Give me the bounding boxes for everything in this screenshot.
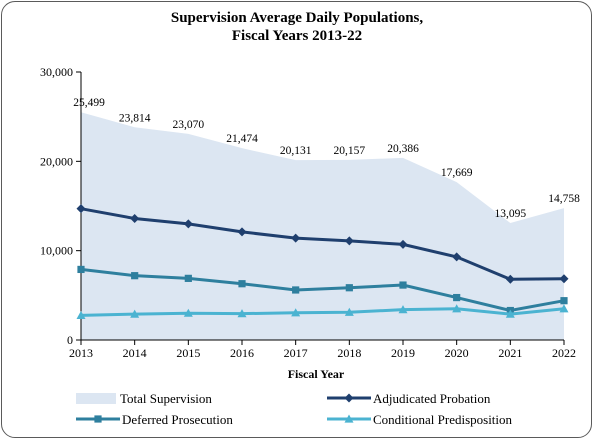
point-deferred-prosecution	[292, 286, 300, 294]
point-deferred-prosecution	[560, 297, 568, 305]
line-adjudicated-probation	[80, 207, 565, 281]
point-conditional-predisposition	[452, 304, 462, 313]
data-label-total-supervision: 21,474	[226, 133, 258, 145]
data-label-total-supervision: 13,095	[495, 208, 527, 220]
point-adjudicated-probation	[76, 204, 86, 214]
point-conditional-predisposition	[344, 307, 354, 316]
x-tick-label: 2017	[284, 346, 308, 360]
x-tick-label: 2013	[69, 346, 93, 360]
point-adjudicated-probation	[130, 214, 140, 224]
x-tick-label: 2022	[552, 346, 576, 360]
x-tick-label: 2018	[337, 346, 361, 360]
point-adjudicated-probation	[505, 274, 515, 284]
legend-marker-conditional-predisposition	[344, 414, 354, 423]
point-conditional-predisposition	[559, 304, 569, 313]
point-adjudicated-probation	[183, 219, 193, 229]
legend-label-total-supervision: Total Supervision	[120, 391, 212, 406]
y-tick-label: 10,000	[40, 244, 73, 258]
point-deferred-prosecution	[238, 280, 246, 288]
point-adjudicated-probation	[291, 233, 301, 243]
point-conditional-predisposition	[505, 309, 515, 318]
point-conditional-predisposition	[130, 309, 140, 318]
point-conditional-predisposition	[291, 308, 301, 317]
x-tick-label: 2020	[445, 346, 469, 360]
data-label-total-supervision: 20,131	[280, 145, 312, 157]
line-conditional-predisposition	[80, 307, 565, 317]
point-conditional-predisposition	[398, 305, 408, 314]
point-adjudicated-probation	[344, 236, 354, 246]
x-tick-label: 2016	[230, 346, 254, 360]
legend-label-conditional-predisposition: Conditional Predisposition	[373, 412, 513, 427]
legend-label-adjudicated-probation: Adjudicated Probation	[373, 391, 491, 406]
x-tick-label: 2019	[391, 346, 415, 360]
x-axis-title: Fiscal Year	[288, 367, 345, 381]
point-deferred-prosecution	[399, 281, 407, 289]
data-label-total-supervision: 17,669	[441, 167, 473, 179]
area-total-supervision	[81, 112, 564, 341]
data-label-total-supervision: 25,499	[73, 97, 105, 109]
point-conditional-predisposition	[76, 310, 86, 320]
data-label-total-supervision: 20,157	[334, 145, 366, 157]
x-tick-label: 2015	[176, 346, 200, 360]
point-deferred-prosecution	[77, 265, 85, 274]
point-deferred-prosecution	[345, 284, 353, 292]
data-label-total-supervision: 14,758	[548, 193, 580, 205]
point-adjudicated-probation	[452, 252, 462, 262]
point-adjudicated-probation	[559, 274, 569, 284]
x-tick-label: 2014	[123, 346, 147, 360]
line-deferred-prosecution	[80, 267, 565, 313]
y-tick-label: 30,000	[40, 65, 73, 79]
point-adjudicated-probation	[398, 239, 408, 249]
point-adjudicated-probation	[237, 227, 247, 237]
legend: Total Supervision Adjudicated Probation De…	[76, 391, 513, 427]
legend-marker-deferred-prosecution	[94, 415, 102, 423]
data-label-total-supervision: 20,386	[387, 143, 419, 155]
x-tick-label: 2021	[498, 346, 522, 360]
legend-label-deferred-prosecution: Deferred Prosecution	[122, 412, 233, 427]
point-deferred-prosecution	[184, 274, 192, 282]
legend-swatch-total-supervision	[76, 393, 116, 404]
chart-title-line1: Supervision Average Daily Populations,	[171, 10, 423, 26]
legend-marker-adjudicated-probation	[344, 393, 354, 403]
chart-title-line2: Fiscal Years 2013-22	[232, 28, 362, 44]
y-tick-label: 0	[67, 333, 73, 347]
data-label-total-supervision: 23,814	[119, 112, 151, 124]
plot-area: 25,499 23,814 23,070 21,474 20,131 20,157 20,3…	[40, 65, 580, 360]
y-tick-label: 20,000	[40, 154, 73, 168]
point-deferred-prosecution	[453, 293, 461, 302]
data-label-total-supervision: 23,070	[173, 119, 205, 131]
point-conditional-predisposition	[183, 308, 193, 317]
point-deferred-prosecution	[131, 272, 139, 280]
point-conditional-predisposition	[237, 309, 247, 318]
